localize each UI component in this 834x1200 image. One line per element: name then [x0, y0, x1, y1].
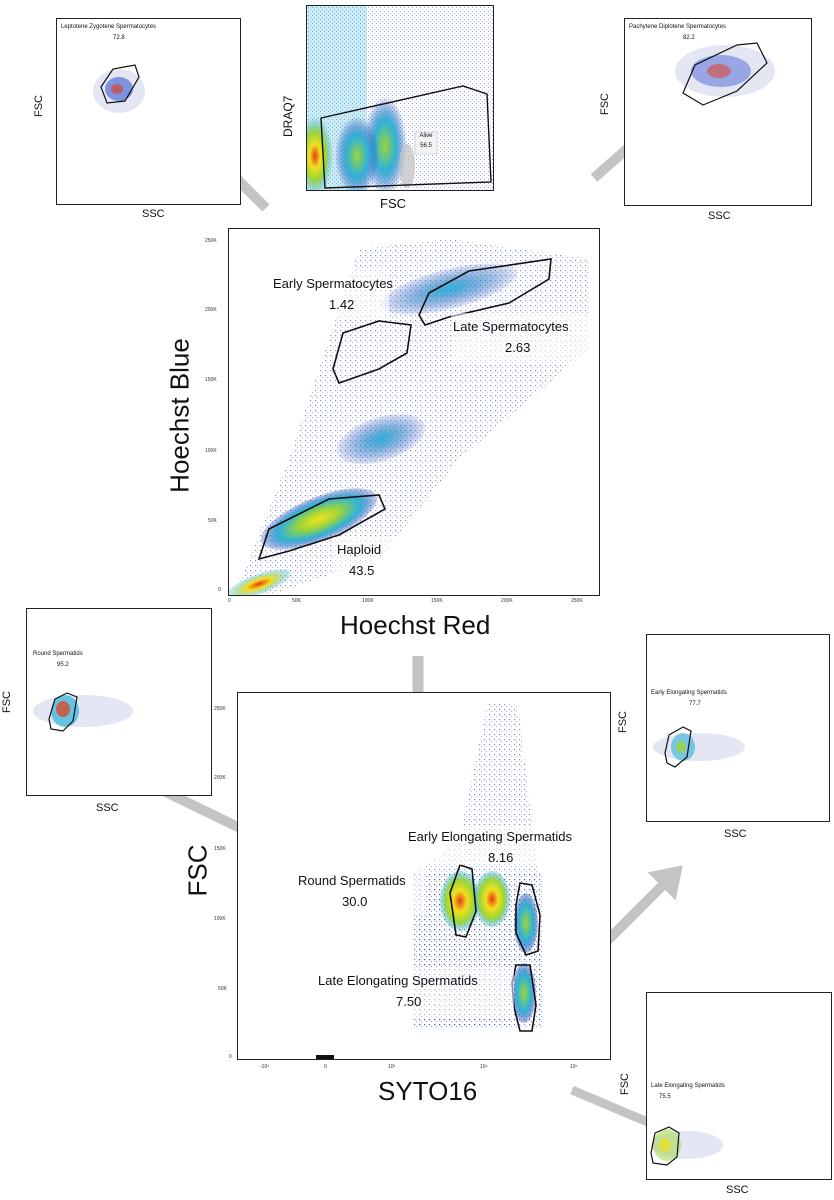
syto-y-axis-title: FSC: [182, 844, 213, 897]
alive-plot-area: Alive 56.5: [306, 5, 494, 191]
syto-x-tick: 10⁴: [480, 1064, 488, 1070]
syto-y-tick: 50K: [218, 986, 227, 992]
pachytene-gate-title: Pachytene Diplotene Spermatocytes: [629, 24, 727, 30]
round-plot-area: Round Spermatids 95.2: [26, 608, 212, 796]
hoechst-x-tick: 200K: [501, 598, 513, 604]
hoechst-gate-early-name: Early Spermatocytes: [273, 276, 393, 291]
early-elongating-x-axis-title: SSC: [724, 828, 747, 840]
hoechst-x-tick: 100K: [362, 598, 374, 604]
leptotene-scatter: [93, 64, 145, 113]
syto-y-tick: 150K: [214, 846, 226, 852]
hoechst-y-axis-title: Hoechst Blue: [164, 338, 195, 493]
early-elongating-gate-value: 77.7: [689, 701, 701, 707]
pachytene-x-axis-title: SSC: [708, 210, 731, 222]
hoechst-gate-late-name: Late Spermatocytes: [453, 319, 569, 334]
hoechst-y-tick: 50K: [208, 518, 217, 524]
late-elongating-y-axis-title: FSC: [619, 1073, 631, 1095]
hoechst-scatter: [229, 239, 591, 595]
late-elongating-gate-title: Late Elongating Spermatids: [651, 1083, 725, 1089]
hoechst-plot-area: Early Spermatocytes 1.42 Late Spermatocy…: [228, 228, 600, 596]
hoechst-x-axis-title: Hoechst Red: [340, 610, 491, 640]
syto-gate-early-value: 8.16: [488, 850, 514, 865]
hoechst-gate-haploid-value: 43.5: [349, 563, 375, 578]
leptotene-gate-value: 72.8: [113, 35, 125, 41]
round-y-axis-title: FSC: [1, 691, 13, 713]
syto-x-axis-title: SYTO16: [378, 1076, 478, 1106]
alive-y-axis-title: DRAQ7: [281, 95, 295, 137]
late-elongating-plot-area: Late Elongating Spermatids 75.5: [646, 992, 832, 1180]
pachytene-y-axis-title: FSC: [599, 93, 611, 115]
early-elongating-plot-area: Early Elongating Spermatids 77.7: [646, 634, 830, 822]
hoechst-y-tick: 100K: [205, 448, 217, 454]
hoechst-gate-late-value: 2.63: [505, 340, 531, 355]
hoechst-x-tick: 250K: [571, 598, 583, 604]
hoechst-y-tick: 150K: [205, 377, 217, 383]
syto-plot-area: Early Elongating Spermatids 8.16 Round S…: [237, 692, 611, 1060]
pachytene-gate-value: 82.2: [683, 35, 695, 41]
leptotene-plot-area: Leptotene Zygotene Spermatocytes 72.8: [56, 18, 241, 205]
alive-gate-name: Alive: [419, 133, 433, 139]
syto-x-tick: 10³: [388, 1064, 396, 1070]
late-elongating-scatter: [650, 1126, 723, 1166]
syto-x-tick: -10³: [260, 1064, 269, 1070]
hoechst-y-tick: 200K: [205, 307, 217, 313]
syto-scatter: [296, 703, 608, 1059]
syto-gate-round-name: Round Spermatids: [298, 873, 406, 888]
early-elongating-gate-title: Early Elongating Spermatids: [651, 690, 727, 696]
late-elongating-x-axis-title: SSC: [726, 1184, 749, 1196]
syto-gate-early-name: Early Elongating Spermatids: [408, 829, 573, 844]
hoechst-gate-haploid-name: Haploid: [337, 542, 382, 557]
syto-y-tick: 200K: [214, 775, 226, 781]
syto-gate-late-name: Late Elongating Spermatids: [318, 973, 478, 988]
leptotene-x-axis-title: SSC: [142, 208, 165, 220]
pachytene-scatter: [675, 42, 775, 106]
syto-y-tick: 0: [229, 1054, 232, 1060]
syto-y-tick: 100K: [214, 916, 226, 922]
hoechst-x-tick: 150K: [431, 598, 443, 604]
alive-scatter: [307, 6, 493, 190]
syto-x-tick: 10⁵: [570, 1064, 578, 1070]
round-x-axis-title: SSC: [96, 802, 119, 814]
hoechst-x-tick: 0: [228, 598, 231, 604]
pachytene-plot-area: Pachytene Diplotene Spermatocytes 82.2: [624, 18, 812, 206]
alive-x-axis-title: FSC: [380, 196, 406, 211]
early-elongating-y-axis-title: FSC: [617, 711, 629, 733]
hoechst-y-tick: 0: [218, 587, 221, 593]
syto-x-tick: 0: [324, 1064, 327, 1070]
hoechst-x-tick: 50K: [292, 598, 301, 604]
syto-y-tick: 250K: [214, 706, 226, 712]
early-elongating-scatter: [653, 726, 745, 768]
syto-gate-round-value: 30.0: [342, 894, 368, 909]
late-elongating-gate-value: 75.5: [659, 1094, 671, 1100]
round-gate-value: 95.2: [57, 662, 69, 668]
leptotene-gate-title: Leptotene Zygotene Spermatocytes: [61, 24, 157, 30]
hoechst-gate-early-value: 1.42: [329, 297, 355, 312]
syto-gate-late-value: 7.50: [396, 994, 422, 1009]
round-gate-title: Round Spermatids: [33, 651, 83, 657]
hoechst-y-tick: 250K: [205, 238, 217, 244]
alive-gate-value: 56.5: [420, 143, 432, 149]
round-scatter: [33, 692, 133, 732]
leptotene-y-axis-title: FSC: [33, 95, 45, 117]
